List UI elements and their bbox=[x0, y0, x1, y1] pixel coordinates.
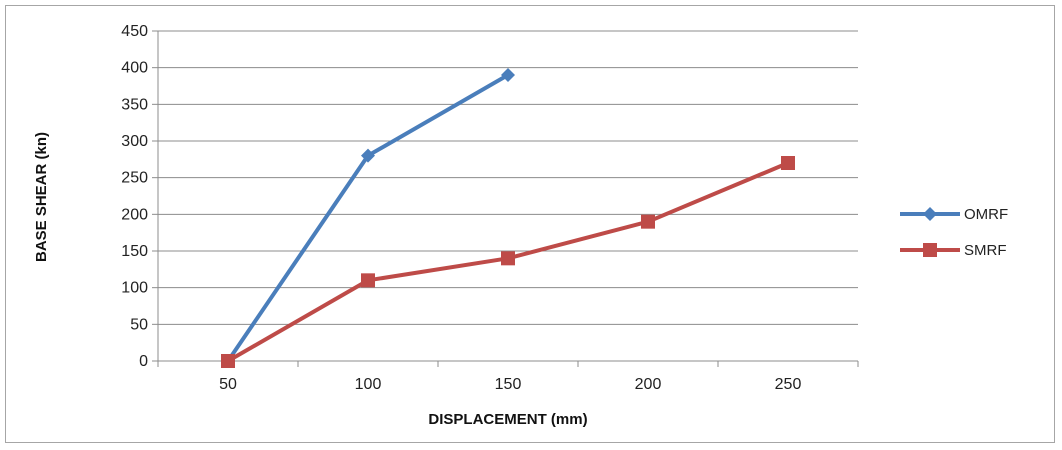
y-tick-label: 350 bbox=[121, 96, 148, 113]
chart-frame bbox=[5, 5, 1055, 443]
legend-label: OMRF bbox=[964, 206, 1008, 223]
x-tick-label: 100 bbox=[355, 376, 382, 393]
data-point bbox=[221, 354, 235, 368]
legend-marker bbox=[923, 243, 937, 257]
series bbox=[221, 68, 795, 368]
data-point bbox=[501, 251, 515, 266]
y-tick-label: 450 bbox=[121, 23, 148, 40]
x-tick-label: 150 bbox=[495, 376, 522, 393]
gridlines bbox=[158, 30, 858, 325]
y-tick-label: 400 bbox=[121, 60, 148, 77]
y-axis-title: BASE SHEAR (kn) bbox=[33, 132, 50, 262]
y-tick-label: 300 bbox=[121, 133, 148, 150]
legend-item: SMRF bbox=[900, 242, 1007, 259]
y-tick-label: 50 bbox=[130, 316, 148, 333]
tick-labels: 0 50 100 150 200 250 300 350 400 450 50 100 150 200 25… bbox=[121, 23, 801, 393]
data-point bbox=[641, 214, 655, 229]
legend-item: OMRF bbox=[900, 206, 1008, 223]
x-tick-label: 250 bbox=[775, 376, 802, 393]
data-point bbox=[781, 156, 795, 170]
series-line bbox=[226, 73, 509, 363]
x-axis-title: DISPLACEMENT (mm) bbox=[428, 411, 587, 428]
legend-label: SMRF bbox=[964, 242, 1007, 259]
x-tick-label: 200 bbox=[635, 376, 662, 393]
series-smrf bbox=[221, 156, 795, 368]
y-tick-label: 200 bbox=[121, 206, 148, 223]
data-point bbox=[361, 148, 375, 163]
data-point bbox=[361, 273, 375, 288]
y-tick-label: 150 bbox=[121, 243, 148, 260]
data-point bbox=[501, 68, 515, 82]
y-tick-label: 250 bbox=[121, 170, 148, 187]
legend: OMRF SMRF bbox=[900, 206, 1008, 259]
legend-marker bbox=[923, 207, 937, 221]
x-tick-label: 50 bbox=[219, 376, 237, 393]
y-tick-label: 0 bbox=[139, 353, 148, 370]
axes bbox=[152, 30, 859, 367]
y-tick-label: 100 bbox=[121, 280, 148, 297]
series-omrf bbox=[221, 68, 515, 368]
